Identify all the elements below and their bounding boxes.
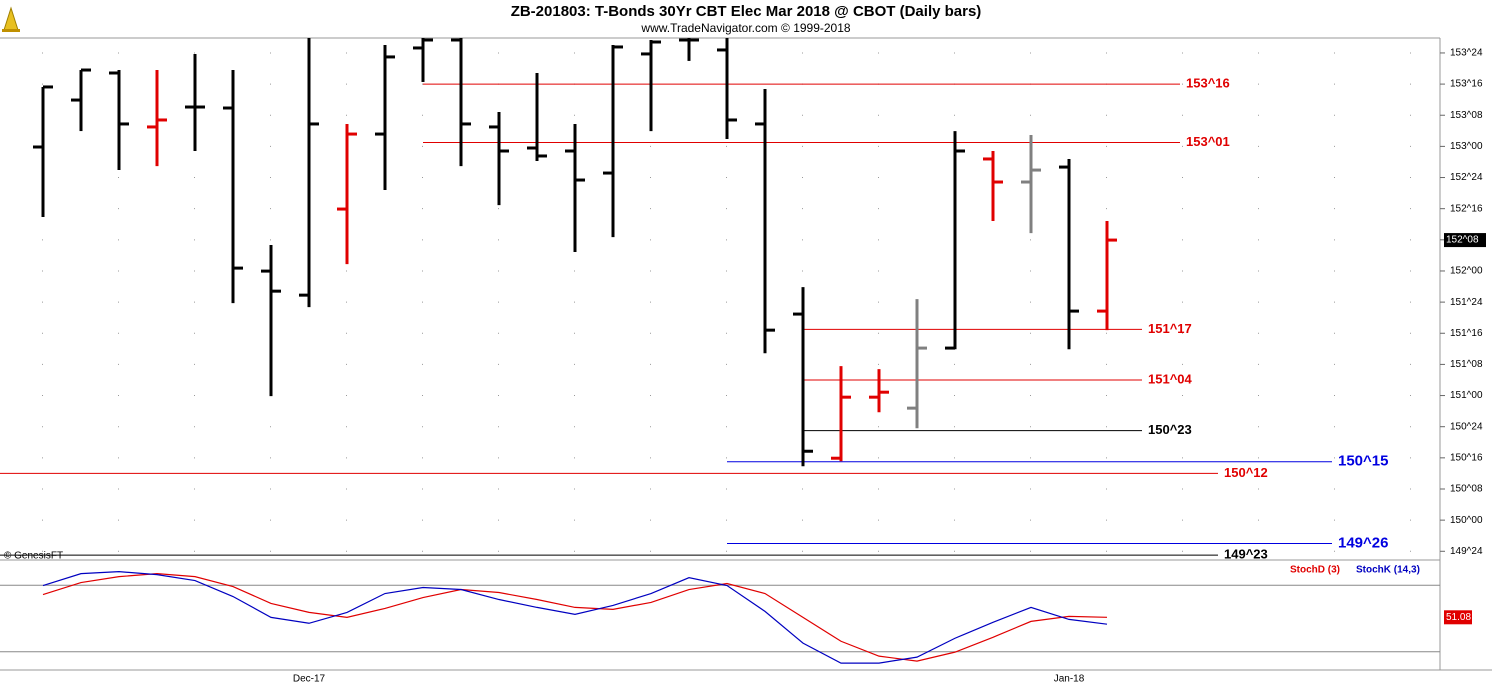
y-tick-label: 149^24 [1450,546,1483,557]
last-value-label: 51.08 [1446,612,1471,623]
last-price-box [1444,233,1486,248]
y-tick-label: 153^00 [1450,141,1483,152]
y-tick-label: 150^08 [1450,484,1483,495]
chart-subtitle: www.TradeNavigator.com © 1999-2018 [640,21,850,35]
y-tick-label: 153^08 [1450,110,1483,121]
y-tick-label: 152^16 [1450,203,1483,214]
y-tick-label: 153^16 [1450,79,1483,90]
level-label: 151^17 [1148,321,1192,336]
level-label: 149^26 [1338,534,1388,551]
y-tick-label: 151^16 [1450,328,1483,339]
annotation: © GenesisFT [4,551,63,562]
last-value-box [1444,610,1472,625]
y-tick-label: 153^24 [1450,48,1483,59]
level-label: 149^23 [1224,547,1268,562]
stoch-line [42,571,1108,664]
y-tick-label: 150^16 [1450,452,1483,463]
y-tick-label: 152^24 [1450,172,1483,183]
y-tick-label: 151^08 [1450,359,1483,370]
x-tick-label: Dec-17 [293,674,326,685]
level-label: 150^23 [1148,422,1192,437]
legend-entry: StochK (14,3) [1356,565,1420,576]
level-label: 153^16 [1186,76,1230,91]
level-label: 153^01 [1186,134,1230,149]
stoch-line [42,573,1108,662]
last-price-label: 152^08 [1446,235,1479,246]
x-tick-label: Jan-18 [1054,674,1085,685]
level-label: 150^12 [1224,465,1268,480]
logo [2,6,20,32]
chart-title: ZB-201803: T-Bonds 30Yr CBT Elec Mar 201… [511,3,982,20]
y-tick-label: 150^00 [1450,515,1483,526]
y-tick-label: 150^24 [1450,421,1483,432]
y-tick-label: 151^24 [1450,297,1483,308]
y-tick-label: 151^00 [1450,390,1483,401]
y-tick-label: 152^00 [1450,266,1483,277]
legend-entry: StochD (3) [1290,565,1340,576]
level-label: 151^04 [1148,371,1193,386]
level-label: 150^15 [1338,453,1388,470]
